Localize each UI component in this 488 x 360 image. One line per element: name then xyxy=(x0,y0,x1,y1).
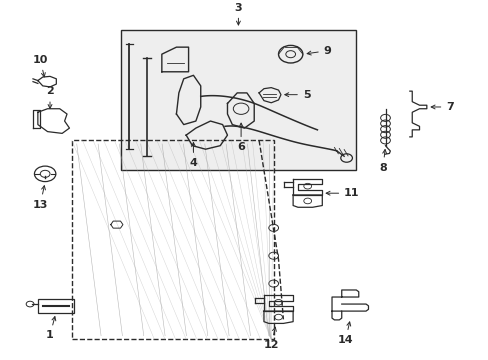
Text: 7: 7 xyxy=(430,102,453,112)
Text: 1: 1 xyxy=(46,316,56,341)
Text: 11: 11 xyxy=(325,188,359,198)
Text: 10: 10 xyxy=(33,55,48,77)
Text: 12: 12 xyxy=(263,327,279,350)
Text: 14: 14 xyxy=(337,322,353,345)
Bar xyxy=(38,300,74,313)
Bar xyxy=(120,30,356,170)
Text: 4: 4 xyxy=(189,143,197,168)
Text: 9: 9 xyxy=(306,46,331,56)
Bar xyxy=(72,140,273,339)
Text: 6: 6 xyxy=(237,123,244,152)
Text: 5: 5 xyxy=(284,90,310,100)
Text: 2: 2 xyxy=(46,86,54,108)
Text: 8: 8 xyxy=(378,149,386,172)
Text: 13: 13 xyxy=(33,186,48,210)
Text: 3: 3 xyxy=(234,3,242,25)
